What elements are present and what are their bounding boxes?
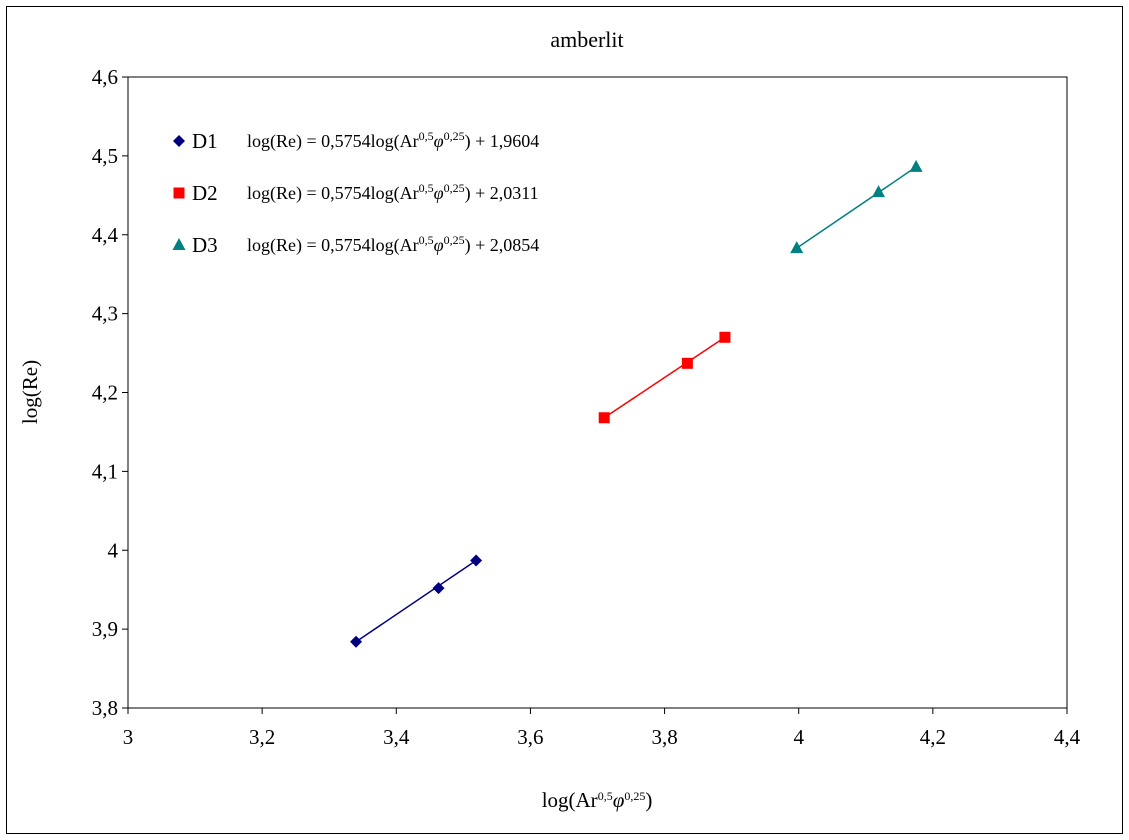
y-axis-label: log(Re) bbox=[18, 360, 42, 424]
series-d2 bbox=[598, 331, 731, 424]
y-tick-label: 4,3 bbox=[92, 302, 118, 326]
legend-label-d2: D2 bbox=[192, 181, 218, 205]
x-tick-label: 3,4 bbox=[383, 725, 410, 749]
legend-equation-d1: log(Re) = 0,5754log(Ar0,5φ0,25) + 1,9604 bbox=[247, 129, 539, 152]
y-tick-label: 4,1 bbox=[92, 459, 118, 483]
x-tick-label: 4,4 bbox=[1054, 725, 1081, 749]
chart-svg: amberlit 3,83,944,14,24,34,44,54,6 3 3,2 3… bbox=[18, 27, 1081, 812]
x-tick-label: 3,6 bbox=[517, 725, 543, 749]
x-tick-label: 4,2 bbox=[920, 725, 946, 749]
trendline-d3 bbox=[796, 166, 917, 249]
y-tick-label: 4 bbox=[108, 538, 119, 562]
data-point-d2 bbox=[719, 331, 731, 343]
legend-marker-d1 bbox=[173, 135, 185, 147]
series-layer bbox=[350, 159, 923, 648]
y-tick-label: 4,6 bbox=[92, 65, 118, 89]
chart-frame: amberlit 3,8 3,9 4 4,1 4,2 4,3 4,4 4,5 4,6 3 3,2 3… bbox=[6, 6, 1123, 834]
y-tick-label: 4,2 bbox=[92, 381, 118, 405]
series-d3 bbox=[790, 159, 923, 254]
data-point-d3 bbox=[909, 159, 923, 172]
data-point-d1 bbox=[432, 582, 445, 595]
x-tick-label: 3,2 bbox=[249, 725, 275, 749]
plot-area bbox=[127, 76, 1068, 709]
x-tick-label: 3,8 bbox=[651, 725, 677, 749]
data-point-d3 bbox=[872, 185, 886, 198]
data-point-d2 bbox=[681, 357, 693, 369]
data-point-d2 bbox=[598, 412, 610, 424]
legend-label-d3: D3 bbox=[192, 233, 218, 257]
y-tick-label: 4,4 bbox=[92, 223, 119, 247]
trendline-d1 bbox=[355, 559, 477, 643]
data-point-d3 bbox=[790, 241, 804, 254]
legend-marker-d3 bbox=[172, 238, 186, 250]
x-tick-label: 3 bbox=[123, 725, 134, 749]
chart-title: amberlit bbox=[550, 27, 623, 52]
y-axis-ticks: 3,8 3,9 4 4,1 4,2 4,3 4,4 4,5 4,6 bbox=[92, 65, 128, 720]
trendline-d2 bbox=[603, 336, 726, 419]
x-tick-label: 4 bbox=[793, 725, 804, 749]
y-tick-label: 3,8 bbox=[92, 696, 118, 720]
data-point-d1 bbox=[470, 554, 483, 567]
data-point-d1 bbox=[350, 635, 363, 648]
y-tick-label: 3,9 bbox=[92, 617, 118, 641]
series-d1 bbox=[350, 554, 483, 648]
legend-equation-d3: log(Re) = 0,5754log(Ar0,5φ0,25) + 2,0854 bbox=[247, 233, 539, 256]
legend-marker-d2 bbox=[173, 187, 185, 199]
legend-label-d1: D1 bbox=[192, 129, 218, 153]
x-axis-label: log(Ar0,5φ0,25) bbox=[542, 788, 653, 812]
legend-equation-d2: log(Re) = 0,5754log(Ar0,5φ0,25) + 2,0311 bbox=[247, 181, 539, 204]
x-axis-ticks: 3 3,2 3,4 3,6 3,8 4 4,2 4,4 bbox=[123, 708, 1081, 749]
legend: D1 log(Re) = 0,5754log(Ar0,5φ0,25) + 1,96… bbox=[172, 129, 539, 257]
y-tick-label: 4,5 bbox=[92, 144, 118, 168]
